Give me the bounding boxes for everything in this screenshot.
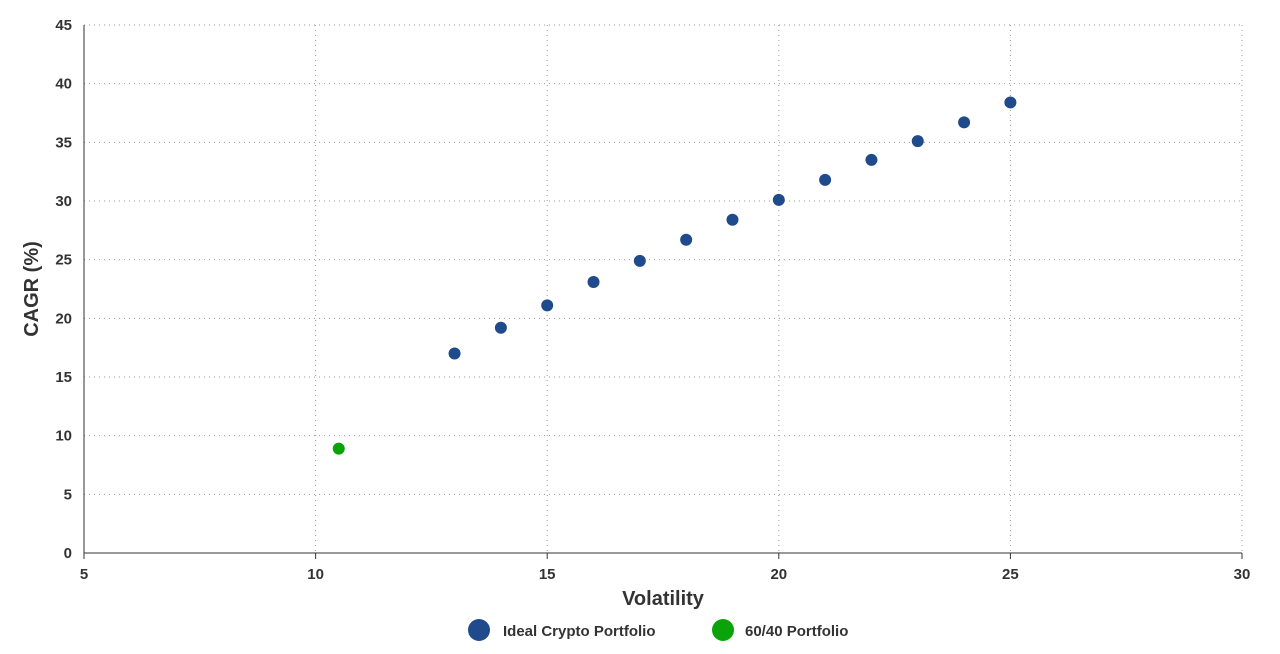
data-point[interactable] [541, 299, 554, 312]
data-point[interactable] [494, 321, 507, 334]
legend-item-60-40[interactable]: 60/40 Portfolio [712, 619, 848, 641]
legend-marker [468, 619, 490, 641]
x-axis-title: Volatility [622, 588, 705, 610]
data-point[interactable] [772, 193, 785, 206]
data-point[interactable] [1004, 96, 1017, 109]
y-axis-title: CAGR (%) [21, 241, 43, 337]
data-point[interactable] [587, 275, 600, 288]
data-point[interactable] [680, 233, 693, 246]
legend-item-ideal-crypto[interactable]: Ideal Crypto Portfolio [468, 619, 656, 641]
axes [83, 25, 1243, 559]
y-tick-label: 45 [55, 17, 72, 34]
x-tick-label: 25 [1002, 566, 1019, 583]
grid [84, 24, 1243, 553]
y-tick-label: 15 [55, 369, 72, 386]
y-tick-labels: 0 5 10 15 20 25 30 35 40 45 [55, 17, 72, 562]
data-points [332, 96, 1017, 455]
y-tick-label: 30 [55, 193, 72, 210]
y-tick-label: 25 [55, 252, 72, 269]
legend-label: 60/40 Portfolio [745, 623, 848, 640]
data-point[interactable] [819, 173, 832, 186]
legend-label: Ideal Crypto Portfolio [503, 623, 656, 640]
data-point[interactable] [633, 254, 646, 267]
data-point[interactable] [448, 347, 461, 360]
x-tick-labels: 5 10 15 20 25 30 [80, 566, 1251, 583]
y-tick-label: 20 [55, 310, 72, 327]
x-tick-label: 30 [1234, 566, 1251, 583]
x-tick-label: 10 [307, 566, 324, 583]
data-point[interactable] [958, 116, 971, 129]
x-tick-label: 20 [770, 566, 787, 583]
legend: Ideal Crypto Portfolio 60/40 Portfolio [468, 619, 848, 641]
y-tick-label: 10 [55, 428, 72, 445]
data-point[interactable] [865, 153, 878, 166]
data-point[interactable] [911, 135, 924, 148]
data-point[interactable] [726, 213, 739, 226]
legend-marker [712, 619, 734, 641]
y-tick-label: 35 [55, 134, 72, 151]
data-point[interactable] [332, 442, 345, 455]
y-tick-label: 0 [64, 545, 72, 562]
y-tick-label: 5 [64, 486, 72, 503]
y-tick-label: 40 [55, 76, 72, 93]
x-tick-label: 15 [539, 566, 556, 583]
x-tick-label: 5 [80, 566, 88, 583]
